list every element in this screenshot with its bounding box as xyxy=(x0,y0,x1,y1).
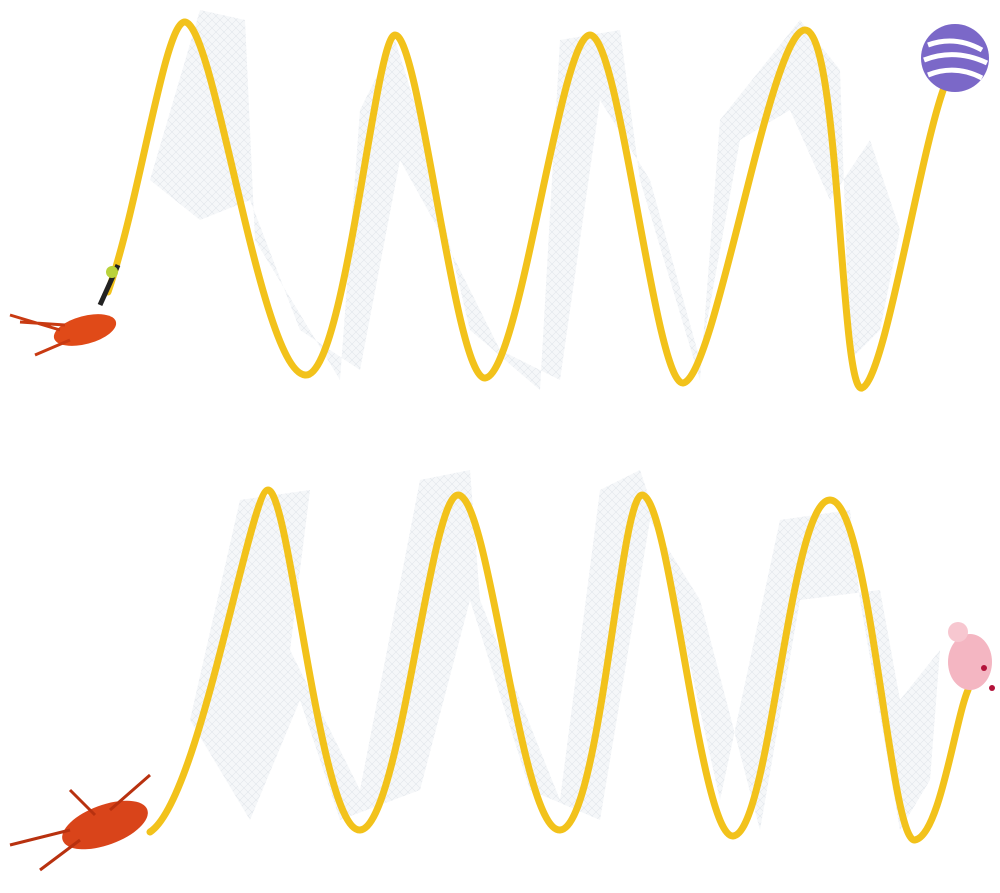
plush-mouse xyxy=(948,622,995,691)
bottom-spring-wire xyxy=(146,486,972,844)
striped-ball xyxy=(921,24,989,92)
bottom-mesh xyxy=(190,470,940,830)
bell-icon xyxy=(106,266,118,278)
top-mesh xyxy=(150,10,900,390)
top-spring-wire xyxy=(104,18,949,392)
bottom-spiral-toy xyxy=(9,470,995,872)
top-spiral-toy xyxy=(9,10,989,392)
bottom-feather xyxy=(9,773,151,872)
top-feather xyxy=(9,313,117,357)
